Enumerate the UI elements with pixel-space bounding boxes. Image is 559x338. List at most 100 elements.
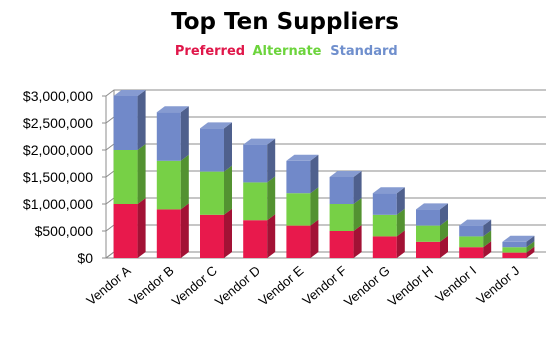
bar-vendor-b-standard [156, 106, 189, 161]
bar-vendor-f-standard-side [353, 171, 362, 204]
bar-vendor-e-preferred [286, 219, 319, 258]
bar-vendor-e-alternate [286, 187, 319, 226]
bar-vendor-a-preferred [113, 198, 146, 258]
x-tick-label-vendor-j: Vendor J [473, 263, 522, 307]
bar-vendor-b-preferred-front [156, 209, 181, 258]
bar-vendor-e-standard-front [286, 160, 311, 194]
bar-vendor-h-alternate-front [416, 225, 440, 242]
bar-vendor-h-standard-front [416, 209, 440, 226]
bar-vendor-a-alternate-front [113, 150, 138, 204]
bar-vendor-i-standard [459, 219, 492, 237]
bars [113, 90, 535, 258]
bar-vendor-a-standard-top [113, 90, 146, 96]
bar-vendor-i-preferred-front [459, 247, 484, 258]
bar-vendor-g-standard [372, 187, 405, 215]
bar-vendor-f-preferred [329, 225, 362, 258]
bar-vendor-b-standard-front [156, 112, 181, 161]
x-tick-label-vendor-a: Vendor A [83, 263, 133, 309]
bar-vendor-b-preferred-side [180, 203, 189, 258]
bar-vendor-h-standard [416, 203, 448, 226]
bar-vendor-j-preferred [502, 246, 535, 258]
bar-vendor-h-standard-side [440, 203, 448, 226]
bar-vendor-c-alternate [200, 165, 232, 215]
bar-vendor-g-standard-top [372, 187, 405, 194]
legend-item-standard: Standard [330, 44, 397, 59]
bar-vendor-c-alternate-side [224, 165, 232, 215]
bar-vendor-j-standard-side [526, 235, 535, 248]
bar-vendor-f-alternate-front [329, 204, 354, 231]
legend-item-alternate: Alternate [252, 44, 321, 59]
bar-vendor-a-standard-front [113, 96, 138, 150]
bar-vendor-f-standard-front [329, 177, 354, 204]
bar-vendor-b-alternate [156, 154, 189, 210]
y-axis: $0 $500,000 $1,000,000 $1,500,000 $2,000,000… [23, 88, 106, 266]
bar-vendor-j-alternate [502, 241, 535, 253]
bar-vendor-f-preferred-side [353, 225, 362, 258]
x-tick-label-vendor-b: Vendor B [126, 263, 177, 309]
bar-vendor-i-preferred-side [483, 241, 492, 258]
bar-vendor-h-preferred [416, 235, 448, 258]
bar-vendor-j-standard [502, 235, 535, 248]
bar-vendor-f-standard [329, 171, 362, 204]
bar-vendor-b-alternate-side [180, 154, 189, 210]
bar-vendor-a-alternate [113, 144, 146, 204]
legend-item-preferred: Preferred [175, 44, 245, 59]
bar-vendor-i-standard-side [483, 219, 492, 237]
bar-vendor-i-standard-front [459, 225, 484, 237]
y-tick-label: $500,000 [35, 223, 94, 239]
bar-vendor-a-preferred-side [137, 198, 146, 258]
bar-vendor-c-standard-top [200, 122, 232, 129]
bar-vendor-e-preferred-side [310, 219, 319, 258]
bar-vendor-e-standard-top [286, 154, 319, 161]
bar-vendor-e-alternate-front [286, 193, 311, 226]
bar-vendor-a-preferred-front [113, 204, 138, 258]
bar-vendor-g-alternate-front [372, 214, 397, 237]
bar-vendor-a-standard-side [137, 90, 146, 150]
x-tick-label-vendor-i: Vendor I [432, 263, 479, 306]
x-tick-label-vendor-e: Vendor E [256, 263, 307, 309]
chart-title: Top Ten Suppliers [171, 9, 399, 35]
bar-vendor-d-standard-side [267, 138, 276, 183]
gridline [105, 89, 546, 97]
bar-vendor-c-preferred-side [224, 208, 232, 258]
x-tick-label-vendor-d: Vendor D [212, 263, 263, 309]
bar-vendor-a-standard [113, 90, 146, 150]
bar-vendor-i-alternate-front [459, 236, 484, 248]
bar-vendor-h-alternate-side [440, 219, 448, 242]
bar-vendor-h-preferred-front [416, 241, 440, 258]
bar-vendor-g-preferred-front [372, 236, 397, 258]
bar-vendor-g-preferred-side [396, 230, 405, 258]
legend: Preferred Alternate Standard [175, 44, 398, 59]
bar-vendor-d-alternate-side [267, 176, 276, 221]
bar-vendor-g-standard-side [396, 187, 405, 215]
bar-vendor-g-preferred [372, 230, 405, 258]
bar-vendor-j-preferred-front [502, 252, 527, 258]
bar-vendor-i-standard-top [459, 219, 492, 226]
bar-vendor-f-preferred-front [329, 231, 354, 258]
bar-vendor-b-alternate-front [156, 160, 181, 210]
bar-vendor-e-standard [286, 154, 319, 194]
bar-vendor-c-preferred-front [200, 214, 224, 258]
bar-vendor-j-standard-front [502, 241, 527, 248]
bar-vendor-d-standard-top [243, 138, 276, 145]
bar-vendor-h-alternate [416, 219, 448, 242]
bar-vendor-d-preferred [243, 214, 276, 258]
bar-vendor-c-standard-side [224, 122, 232, 172]
x-tick-label-vendor-h: Vendor H [385, 263, 436, 309]
bar-vendor-e-preferred-front [286, 225, 311, 258]
y-tick-label: $1,500,000 [23, 169, 93, 185]
bar-vendor-b-preferred [156, 203, 189, 258]
bar-vendor-h-preferred-side [440, 235, 448, 258]
bar-vendor-b-standard-side [180, 106, 189, 161]
bar-vendor-j-preferred-side [526, 246, 535, 258]
bar-vendor-j-standard-top [502, 235, 535, 242]
bar-vendor-d-preferred-front [243, 220, 268, 258]
bar-vendor-i-alternate [459, 230, 492, 248]
y-tick-label: $3,000,000 [23, 88, 93, 104]
bar-vendor-g-standard-front [372, 193, 397, 215]
bar-vendor-i-alternate-side [483, 230, 492, 248]
bar-vendor-d-preferred-side [267, 214, 276, 258]
bar-vendor-a-alternate-side [137, 144, 146, 204]
x-tick-label-vendor-g: Vendor G [341, 263, 393, 310]
bar-vendor-j-alternate-front [502, 247, 527, 253]
